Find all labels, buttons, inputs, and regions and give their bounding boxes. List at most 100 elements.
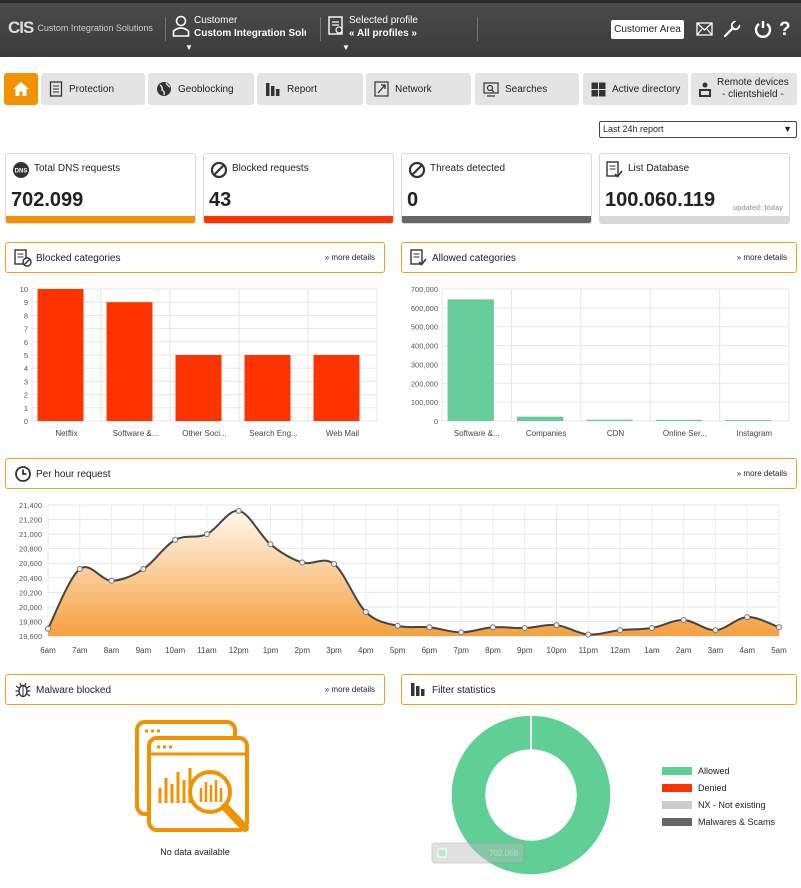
nav-searches[interactable]: Searches: [475, 73, 579, 105]
customer-selector[interactable]: Customer Custom Integration Soluti: [172, 15, 306, 39]
data-point[interactable]: [362, 608, 369, 615]
nav-report[interactable]: Report: [257, 73, 363, 105]
panel-filter-statistics: Filter statistics: [401, 674, 797, 705]
data-point[interactable]: [744, 614, 751, 621]
x-tick-label: 5am: [771, 646, 787, 655]
y-tick-label: 20,000: [19, 603, 42, 612]
bar[interactable]: [106, 302, 153, 421]
data-point[interactable]: [521, 624, 528, 631]
data-point[interactable]: [331, 560, 338, 567]
mail-icon[interactable]: [696, 22, 713, 36]
bar[interactable]: [244, 355, 291, 421]
x-tick-label: 1pm: [263, 646, 279, 655]
bar[interactable]: [313, 355, 360, 421]
data-point[interactable]: [680, 616, 687, 623]
profile-caret-icon[interactable]: ▼: [342, 43, 350, 52]
x-tick-label: 6pm: [422, 646, 438, 655]
nav-active-directory[interactable]: Active directory: [583, 73, 688, 105]
nav-protection[interactable]: Protection: [41, 73, 145, 105]
document-icon: [49, 81, 63, 97]
data-point[interactable]: [553, 622, 560, 629]
help-icon[interactable]: ?: [778, 19, 792, 39]
data-point[interactable]: [45, 625, 51, 632]
y-tick-label: 7: [24, 325, 28, 334]
blocked-list-icon: [14, 249, 32, 267]
x-tick-label: 12pm: [229, 646, 249, 655]
bar-chart-icon: [266, 83, 280, 96]
data-point[interactable]: [140, 566, 147, 573]
block-icon: [408, 161, 426, 179]
data-point[interactable]: [394, 622, 401, 629]
customer-label: Customer: [194, 15, 238, 26]
divider: [320, 17, 321, 41]
more-details-link[interactable]: » more details: [324, 685, 375, 694]
pie-slice[interactable]: [450, 714, 612, 876]
bar[interactable]: [586, 419, 633, 421]
data-point[interactable]: [172, 536, 179, 543]
list-check-icon: [606, 161, 623, 178]
card-value: 702.099: [11, 189, 84, 211]
y-tick-label: 0: [24, 417, 28, 426]
panel-title: Allowed categories: [432, 253, 516, 264]
x-tick-label: 5pm: [390, 646, 406, 655]
panel-per-hour: Per hour request » more details: [5, 458, 797, 489]
customer-area-button[interactable]: Customer Area: [611, 20, 684, 39]
bar[interactable]: [175, 355, 222, 421]
x-tick-label: 10pm: [547, 646, 567, 655]
data-point[interactable]: [76, 566, 83, 573]
legend-item[interactable]: Malwares & Scams: [662, 813, 775, 830]
nav-geoblocking[interactable]: Geoblocking: [148, 73, 254, 105]
nav-home[interactable]: [4, 73, 38, 105]
x-tick-label: 10am: [165, 646, 185, 655]
card-label: Threats detected: [430, 163, 506, 174]
data-point[interactable]: [203, 531, 210, 538]
more-details-link[interactable]: » more details: [736, 469, 787, 478]
search-icon: [483, 81, 499, 97]
block-icon: [210, 161, 228, 179]
card-color-bar: [6, 216, 195, 223]
data-point[interactable]: [426, 624, 433, 631]
data-point[interactable]: [585, 631, 592, 638]
x-tick-label: Software &...: [454, 429, 500, 438]
bar[interactable]: [725, 420, 772, 421]
tooltip-box: [431, 842, 525, 864]
data-point[interactable]: [458, 629, 465, 636]
nav-network[interactable]: Network: [366, 73, 471, 105]
legend-item[interactable]: Denied: [662, 779, 775, 796]
card-list-database: List Database 100.060.119 updated: today: [599, 153, 790, 224]
x-tick-label: Online Ser...: [663, 429, 707, 438]
bar[interactable]: [516, 416, 564, 421]
legend-item[interactable]: Allowed: [662, 762, 775, 779]
data-point[interactable]: [776, 624, 782, 631]
power-icon[interactable]: [754, 20, 772, 38]
data-point[interactable]: [648, 624, 655, 631]
bar[interactable]: [37, 289, 84, 421]
nav-remote-devices[interactable]: Remote devices - clientshield -: [691, 73, 797, 105]
data-point[interactable]: [299, 559, 306, 566]
legend-label: Allowed: [698, 765, 730, 776]
data-point[interactable]: [712, 627, 719, 634]
data-point[interactable]: [267, 541, 274, 548]
list-check-icon: [410, 249, 427, 266]
wrench-icon[interactable]: [723, 20, 741, 38]
bar[interactable]: [655, 419, 703, 421]
logo[interactable]: CIS Custom Integration Solutions: [8, 18, 153, 38]
allowed-categories-chart: 0 100,000 200,000 300,000 400,000 500,000 600,…: [411, 285, 790, 438]
bar[interactable]: [447, 299, 494, 421]
data-point[interactable]: [235, 507, 242, 514]
data-point[interactable]: [617, 627, 624, 634]
x-tick-label: 8pm: [485, 646, 501, 655]
profile-icon: [328, 16, 343, 35]
legend-item[interactable]: NX - Not existing: [662, 796, 775, 813]
data-point[interactable]: [108, 577, 115, 584]
report-range-select[interactable]: Last 24h report ▼: [599, 121, 797, 138]
more-details-link[interactable]: » more details: [324, 253, 375, 262]
card-label: Blocked requests: [232, 163, 309, 174]
data-point[interactable]: [489, 624, 496, 631]
y-tick-label: 100,000: [411, 398, 438, 407]
customer-caret-icon[interactable]: ▼: [185, 43, 193, 52]
y-tick-label: 6: [24, 338, 28, 347]
profile-selector[interactable]: Selected profile « All profiles »: [327, 15, 469, 39]
more-details-link[interactable]: » more details: [736, 253, 787, 262]
y-tick-label: 1: [24, 404, 28, 413]
